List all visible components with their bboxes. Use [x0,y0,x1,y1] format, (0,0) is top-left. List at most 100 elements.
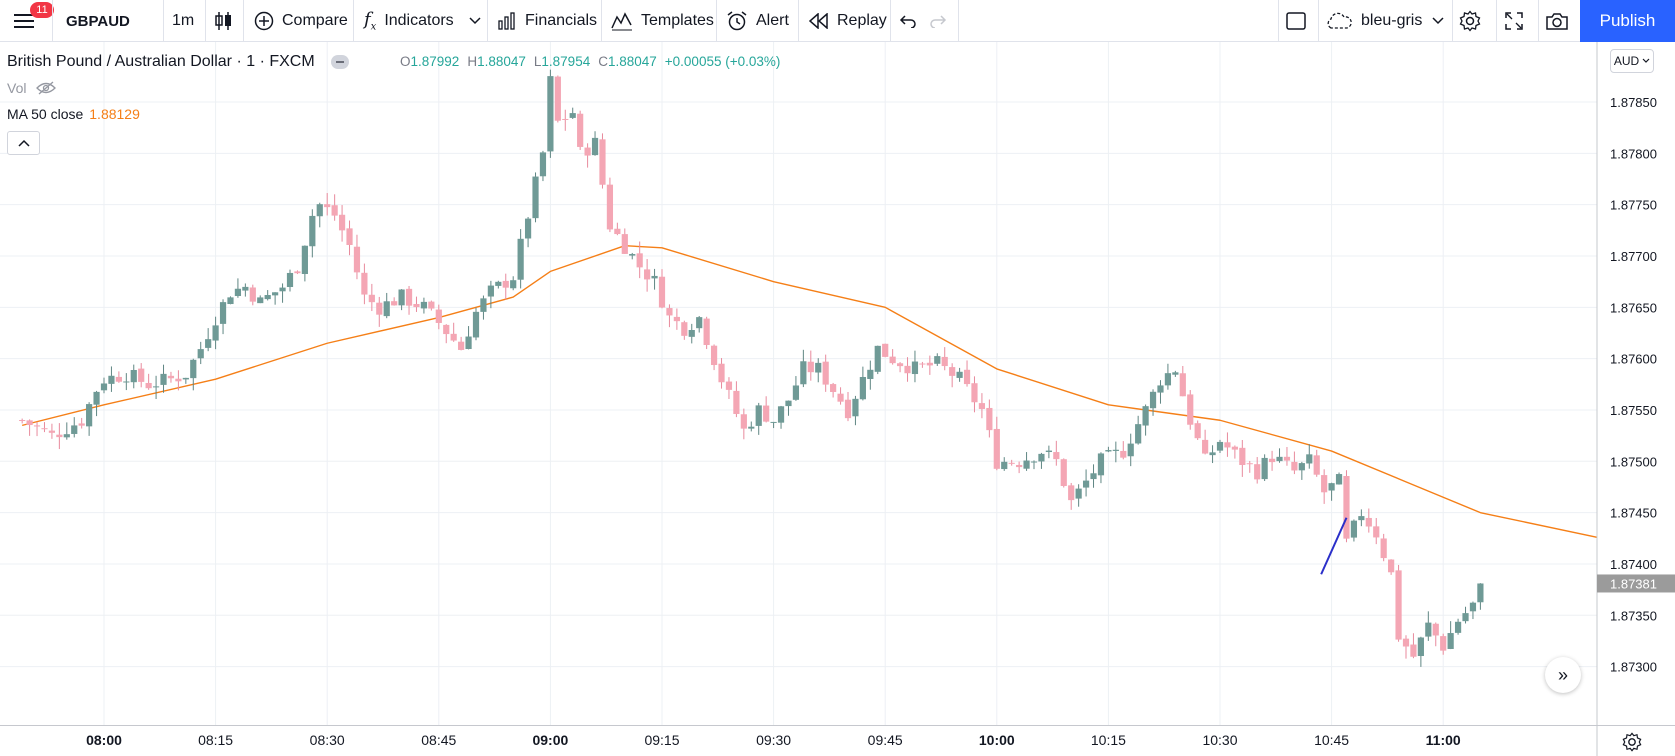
bearish-candle [428,300,435,311]
bullish-candle [130,364,137,389]
y-tick-label: 1.87500 [1610,454,1657,469]
bearish-candle [1402,635,1410,659]
symbol-search-button[interactable]: GBPAUD [66,12,130,30]
bearish-candle [1365,508,1372,533]
bearish-candle [666,304,673,328]
snapshot-button[interactable] [1545,0,1569,42]
templates-button[interactable]: Templates [611,0,714,42]
trend-line-drawing [1320,517,1348,575]
compare-button[interactable]: Compare [254,0,348,42]
candle-body [1164,373,1172,386]
bearish-candle [577,110,584,150]
collapse-legend-button[interactable] [7,131,40,155]
close-key: C [598,54,608,69]
candle-body [926,362,933,366]
interval-button[interactable]: 1m [172,12,195,29]
bearish-candle [837,387,844,405]
bearish-candle [844,392,852,422]
currency-selector[interactable]: AUD [1610,49,1654,73]
candle-body [1335,474,1343,485]
bearish-candle [606,177,614,233]
eye-hidden-icon[interactable] [36,81,57,95]
scroll-to-realtime-button[interactable]: » [1545,657,1581,693]
candle-body [1298,463,1305,471]
volume-legend[interactable]: Vol [7,80,57,96]
bearish-candle [882,343,889,358]
bullish-candle [264,290,271,301]
candle-body [361,272,368,295]
x-tick-label: 08:00 [86,732,122,748]
bearish-candle [1187,390,1194,430]
financials-button[interactable]: Financials [497,0,597,42]
fullscreen-button[interactable] [1504,0,1524,42]
bullish-candle [755,402,762,435]
candle-body [606,184,614,230]
candle-body [316,204,323,217]
bullish-candle [63,422,70,440]
bullish-candle [123,373,130,391]
bullish-candle [859,366,866,401]
layout-selector[interactable]: bleu-gris [1325,0,1444,42]
undo-button[interactable] [899,0,917,42]
candle-body [458,341,465,350]
alert-button[interactable]: Alert [726,0,789,42]
candle-body [234,288,242,297]
x-tick-label: 10:15 [1091,732,1126,748]
bearish-candle [971,376,978,413]
price-chart[interactable]: 1.87850 1.87800 1.87750 1.87700 1.87650 1.876… [0,42,1675,756]
bearish-candle [435,304,442,330]
bullish-candle [152,375,160,400]
last-price-label: 1.87381 [1610,576,1657,591]
bullish-candle [1462,606,1469,624]
chart-type-button[interactable] [214,0,234,42]
bearish-candle [1388,559,1395,575]
bearish-candle [346,220,353,256]
candle-body [1209,452,1216,456]
candle-body [986,407,993,431]
candle-body [495,281,502,286]
candle-body [837,393,844,402]
candle-body [1127,443,1134,457]
candle-body [41,428,48,430]
candle-body [405,288,413,306]
bullish-candle [539,150,547,182]
candle-body [822,361,829,385]
ma-legend[interactable]: MA 50 close 1.88129 [7,106,140,122]
y-tick-label: 1.87350 [1610,608,1657,623]
bearish-candle [681,320,688,340]
x-tick-label: 09:30 [756,732,791,748]
candle-body [398,289,405,306]
symbol-legend[interactable]: British Pound / Australian Dollar · 1 · … [7,51,349,73]
bearish-candle [361,263,368,305]
candle-body [1432,623,1439,636]
replay-button[interactable]: Replay [809,0,887,42]
bearish-candle [443,324,450,344]
bullish-candle [1075,484,1082,507]
bullish-candle [1276,448,1283,463]
bullish-candle [487,280,494,309]
candle-body [428,301,435,309]
redo-button[interactable] [929,0,947,42]
bearish-candle [1008,459,1015,466]
candle-body [1023,460,1030,469]
chart-settings-button[interactable] [1620,730,1644,754]
candle-body [763,405,770,422]
publish-button[interactable]: Publish [1580,0,1675,42]
settings-button[interactable] [1459,0,1481,42]
bearish-candle [413,296,420,312]
candle-body [584,147,591,156]
candle-body [1008,462,1015,464]
rectangle-button[interactable] [1285,0,1307,42]
candle-body [368,294,375,303]
bearish-candle [584,143,591,168]
candle-body [740,414,747,429]
bearish-candle [644,259,651,292]
candle-body [93,391,100,405]
candle-body [785,400,792,407]
indicators-button[interactable]: fx Indicators [364,0,454,42]
bearish-candle [56,423,63,450]
indicators-dropdown[interactable] [469,0,481,42]
menu-button[interactable] [14,0,36,42]
bullish-candle [524,216,532,248]
candle-body [599,139,606,185]
